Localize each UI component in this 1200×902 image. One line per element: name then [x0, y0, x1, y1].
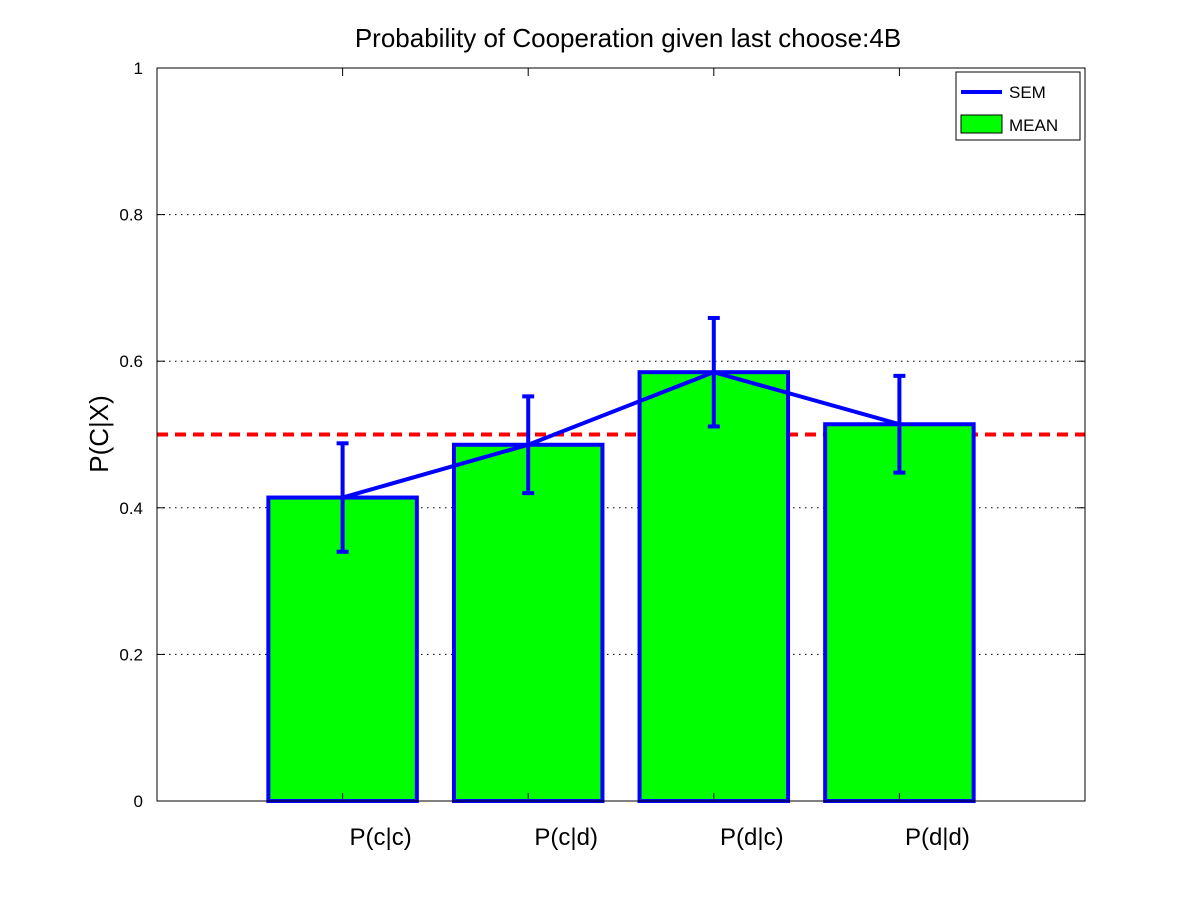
y-axis-label: P(C|X)	[84, 395, 114, 473]
y-tick-label-4: 0.8	[119, 206, 143, 225]
x-tick-label-1: P(c|d)	[534, 824, 598, 851]
legend-sem-label: SEM	[1009, 83, 1046, 102]
sem-line-group	[336, 315, 906, 554]
bar-2	[637, 370, 791, 803]
y-tick-label-3: 0.6	[119, 352, 143, 371]
bar-group	[266, 370, 976, 803]
chart-title: Probability of Cooperation given last ch…	[355, 23, 901, 53]
y-ticks: 0 0.2 0.4 0.6 0.8 1	[119, 59, 1085, 811]
bar-1	[451, 442, 605, 803]
y-tick-label-1: 0.2	[119, 645, 143, 664]
x-tick-label-0: P(c|c)	[349, 824, 411, 851]
y-tick-label-2: 0.4	[119, 499, 143, 518]
y-tick-label-5: 1	[134, 59, 143, 78]
legend-mean-label: MEAN	[1009, 116, 1058, 135]
legend: SEM MEAN	[955, 71, 1081, 141]
y-tick-label-0: 0	[134, 792, 143, 811]
sem-line	[342, 370, 900, 500]
axes-frame	[156, 67, 1086, 802]
x-tick-label-3: P(d|d)	[905, 824, 970, 851]
bar-3	[823, 422, 976, 803]
x-ticks: P(c|c) P(c|d) P(d|c) P(d|d)	[342, 68, 970, 851]
legend-mean-swatch	[960, 114, 1003, 134]
x-tick-label-2: P(d|c)	[720, 824, 784, 851]
